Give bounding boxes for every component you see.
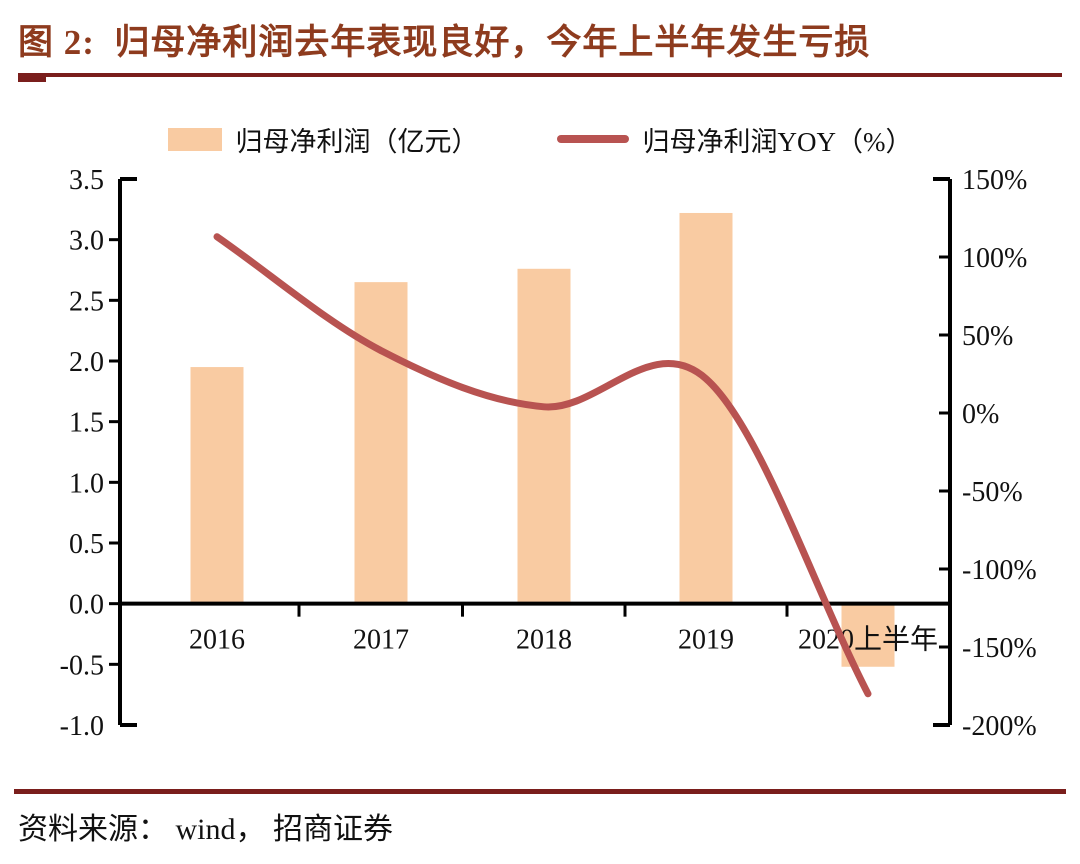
left-axis-tick-label: 3.5 — [69, 165, 104, 196]
x-axis-category-label: 2018 — [516, 625, 572, 656]
right-axis-tick-label: -200% — [962, 711, 1037, 742]
line-series-swatch — [556, 135, 629, 143]
footer-rule — [14, 789, 1066, 794]
right-axis-tick-label: 100% — [962, 243, 1027, 274]
title-underline-block — [18, 73, 46, 82]
x-axis-category-label: 2020上半年 — [798, 624, 938, 656]
source-text: 资料来源： wind， 招商证券 — [18, 813, 393, 846]
left-axis-tick-label: 2.0 — [69, 347, 104, 378]
right-axis-tick-label: 150% — [962, 165, 1027, 196]
chart-area: 3.5 3.0 2.5 2.0 1.5 1.0 0.5 0.0 -0.5 -1.0 150% 100%… — [0, 157, 1080, 762]
left-axis-tick-label: -1.0 — [60, 711, 104, 742]
right-axis-tick-label: -150% — [962, 633, 1037, 664]
right-axis-tick-label: 0% — [962, 399, 999, 430]
left-axis-tick-label: 3.0 — [69, 226, 104, 257]
bar-2019 — [679, 212, 733, 604]
left-axis-tick-label: 1.0 — [69, 468, 104, 499]
left-axis-tick-label: 1.5 — [69, 408, 104, 439]
title-underline-line — [18, 73, 1062, 77]
bar-2016 — [190, 367, 244, 604]
combo-chart-canvas: 3.5 3.0 2.5 2.0 1.5 1.0 0.5 0.0 -0.5 -1.0 150% 100%… — [60, 165, 1037, 742]
right-axis-tick-label: -50% — [962, 477, 1023, 508]
left-axis-tick-label: 0.5 — [69, 529, 104, 560]
bar-series-swatch — [167, 127, 222, 151]
legend-label-yoy: 归母净利润YOY（%） — [642, 126, 913, 157]
x-axis-category-label: 2017 — [353, 625, 409, 656]
left-axis-tick-label: -0.5 — [60, 650, 104, 681]
title-underline — [18, 73, 1062, 83]
yoy-line — [213, 233, 872, 698]
chart-legend: 归母净利润（亿元） 归母净利润YOY（%） — [0, 123, 1080, 157]
legend-item-net-profit: 归母净利润（亿元） — [167, 120, 479, 159]
bar-2018 — [517, 268, 571, 604]
figure-title: 图 2: 归母净利润去年表现良好，今年上半年发生亏损 — [18, 23, 871, 62]
legend-item-yoy: 归母净利润YOY（%） — [556, 120, 913, 159]
legend-label-net-profit: 归母净利润（亿元） — [235, 126, 479, 157]
bar-2017 — [354, 282, 408, 604]
right-axis-tick-label: -100% — [962, 555, 1037, 586]
x-axis-category-label: 2019 — [678, 625, 734, 656]
right-axis-tick-label: 50% — [962, 321, 1013, 352]
x-axis-category-label: 2016 — [189, 625, 245, 656]
figure-header: 图 2: 归母净利润去年表现良好，今年上半年发生亏损 — [0, 0, 1080, 83]
left-axis-tick-label: 2.5 — [69, 286, 104, 317]
figure-footer: 资料来源： wind， 招商证券 — [0, 789, 1080, 848]
left-axis-tick-label: 0.0 — [69, 590, 104, 621]
